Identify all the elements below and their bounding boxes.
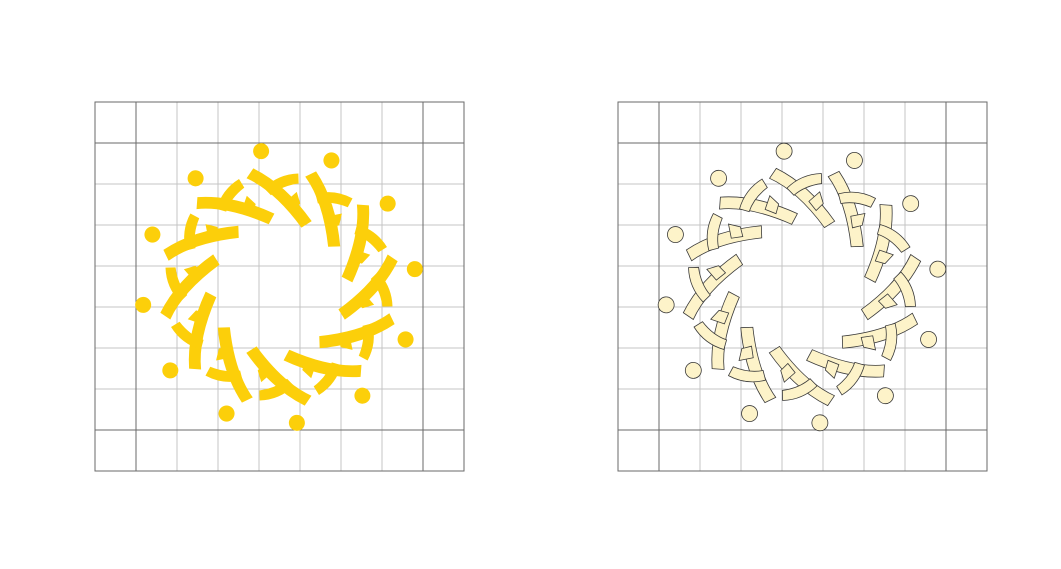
logo-unit [129,253,226,324]
grid-left [94,101,465,472]
logo-unit [332,250,429,321]
logo-unit [652,253,750,325]
logo-unit [242,137,313,234]
logo-unit [245,340,316,437]
logo-unit [854,249,952,321]
logo-unit [764,137,836,235]
sun-logo-solid [129,137,429,437]
logo-unit [768,339,840,437]
sun-logo-outline [652,137,952,437]
grid-right [617,101,988,472]
